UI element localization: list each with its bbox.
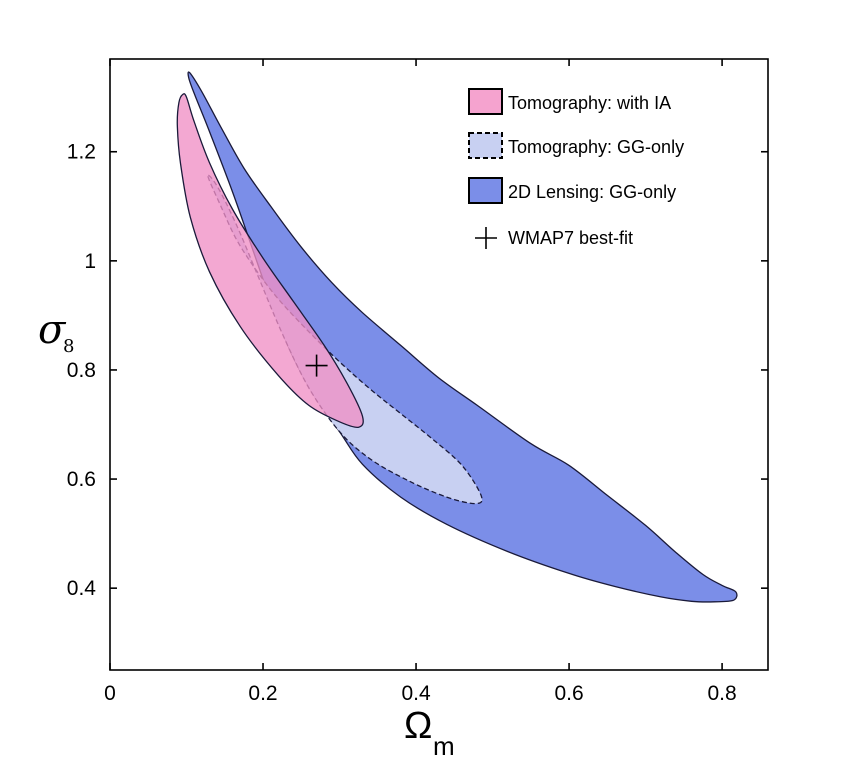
axis-ticks: 0 0.2 0.4 0.6 0.8 0.4 0.6 0.8 1 1.2: [67, 59, 768, 705]
legend-label-wmap7: WMAP7 best-fit: [508, 228, 633, 248]
legend-marker-wmap7: [475, 227, 497, 249]
y-axis-subscript: 8: [63, 336, 74, 357]
y-tick-label: 0.6: [67, 468, 96, 491]
x-tick-label: 0.6: [554, 682, 583, 705]
wmap7-best-fit-marker: [305, 354, 328, 377]
contour-tomography-with-ia: [176, 93, 364, 429]
contour-layer: [176, 71, 738, 603]
plot-frame: [109, 58, 769, 671]
y-tick-label: 1.2: [67, 141, 96, 164]
y-tick-label: 1: [84, 250, 96, 273]
plot-border: [109, 58, 769, 671]
y-axis-symbol: σ: [38, 307, 67, 353]
x-tick-label: 0.4: [401, 682, 431, 705]
y-tick-label: 0.8: [67, 359, 96, 382]
legend: Tomography: with IA Tomography: GG-only …: [468, 88, 684, 249]
x-axis-subscript: m: [433, 731, 455, 761]
legend-swatch-2d-lensing: [468, 177, 503, 204]
x-axis-symbol: Ω: [404, 705, 432, 747]
legend-swatch-with-ia: [468, 88, 503, 115]
y-tick-label: 0.4: [67, 577, 97, 600]
x-tick-label: 0: [104, 682, 116, 705]
legend-label-gg-only-tomo: Tomography: GG-only: [508, 137, 684, 157]
legend-swatch-gg-only-tomo: [468, 132, 503, 159]
x-tick-label: 0.8: [707, 682, 736, 705]
x-tick-label: 0.2: [248, 682, 277, 705]
legend-label-with-ia: Tomography: with IA: [508, 93, 671, 113]
marker-layer: [305, 354, 328, 377]
y-axis-title: σ 8: [38, 307, 74, 357]
x-axis-title: Ω m: [404, 705, 455, 761]
legend-label-2d-lensing: 2D Lensing: GG-only: [508, 182, 676, 202]
